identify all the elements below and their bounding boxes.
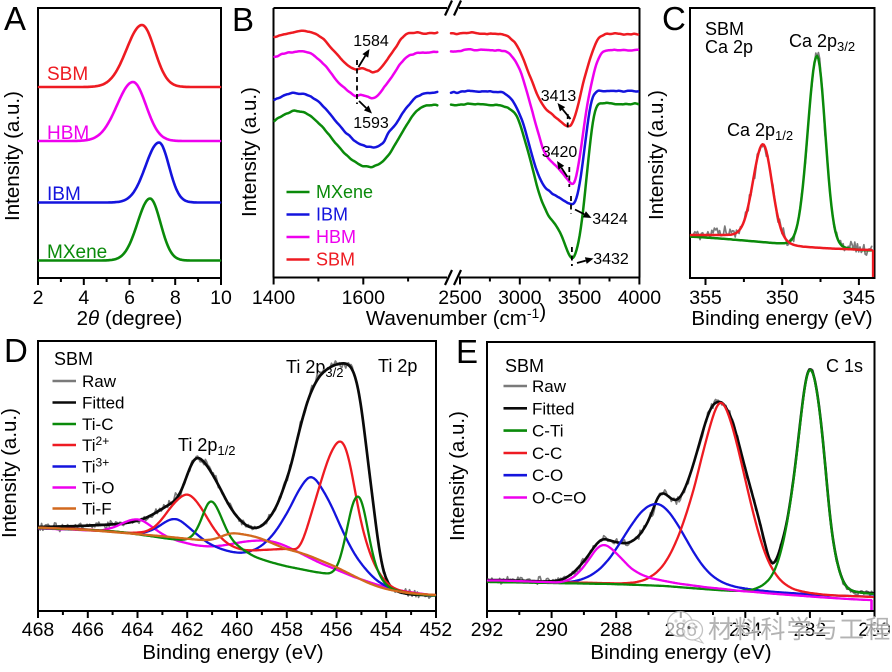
svg-text:IBM: IBM bbox=[316, 205, 348, 225]
svg-text:O-C=O: O-C=O bbox=[532, 489, 586, 508]
svg-text:SBM: SBM bbox=[505, 356, 544, 376]
svg-text:355: 355 bbox=[689, 287, 722, 309]
svg-text:1600: 1600 bbox=[342, 287, 386, 309]
svg-text:MXene: MXene bbox=[316, 182, 373, 202]
svg-text:D: D bbox=[4, 332, 28, 369]
svg-text:4: 4 bbox=[78, 287, 89, 309]
svg-text:288: 288 bbox=[600, 619, 633, 641]
svg-text:Binding energy (eV): Binding energy (eV) bbox=[142, 641, 323, 664]
svg-text:1400: 1400 bbox=[252, 287, 296, 309]
svg-text:464: 464 bbox=[121, 619, 154, 641]
svg-text:3420: 3420 bbox=[542, 144, 578, 161]
svg-text:Ca 2p: Ca 2p bbox=[705, 37, 753, 57]
svg-text:345: 345 bbox=[843, 287, 876, 309]
svg-text:3500: 3500 bbox=[558, 287, 602, 309]
svg-text:HBM: HBM bbox=[47, 123, 89, 144]
svg-text:Intensity (a.u.): Intensity (a.u.) bbox=[645, 90, 668, 220]
svg-text:292: 292 bbox=[471, 619, 504, 641]
svg-text:MXene: MXene bbox=[47, 242, 107, 263]
svg-text:280: 280 bbox=[858, 619, 891, 641]
svg-text:C-C: C-C bbox=[532, 444, 562, 463]
svg-text:290: 290 bbox=[535, 619, 568, 641]
svg-text:Raw: Raw bbox=[82, 372, 117, 391]
svg-text:Binding energy (eV): Binding energy (eV) bbox=[590, 641, 771, 664]
svg-text:2500: 2500 bbox=[438, 287, 482, 309]
svg-text:SBM: SBM bbox=[47, 64, 88, 85]
svg-text:3413: 3413 bbox=[541, 88, 577, 105]
svg-text:460: 460 bbox=[221, 619, 254, 641]
svg-text:Binding energy (eV): Binding energy (eV) bbox=[691, 307, 872, 330]
svg-text:1584: 1584 bbox=[353, 33, 389, 50]
svg-text:E: E bbox=[456, 333, 478, 370]
svg-text:2θ (degree): 2θ (degree) bbox=[77, 307, 183, 330]
svg-text:Raw: Raw bbox=[532, 377, 567, 396]
svg-text:Intensity (a.u.): Intensity (a.u.) bbox=[0, 408, 21, 538]
svg-text:454: 454 bbox=[370, 619, 403, 641]
svg-text:C-O: C-O bbox=[532, 466, 563, 485]
svg-text:462: 462 bbox=[171, 619, 204, 641]
svg-text:Ti 2p: Ti 2p bbox=[378, 356, 417, 376]
svg-text:材料科学与工程: 材料科学与工程 bbox=[708, 616, 891, 644]
svg-text:3000: 3000 bbox=[498, 287, 542, 309]
svg-text:4000: 4000 bbox=[618, 287, 662, 309]
svg-text:3432: 3432 bbox=[593, 251, 629, 268]
svg-text:1593: 1593 bbox=[353, 115, 389, 132]
svg-text:IBM: IBM bbox=[47, 184, 81, 205]
svg-text:Ti3+: Ti3+ bbox=[82, 456, 109, 477]
svg-text:468: 468 bbox=[22, 619, 55, 641]
svg-text:C: C bbox=[662, 0, 686, 37]
svg-text:282: 282 bbox=[794, 619, 827, 641]
svg-text:SBM: SBM bbox=[705, 19, 744, 39]
svg-text:452: 452 bbox=[420, 619, 453, 641]
svg-text:284: 284 bbox=[729, 619, 762, 641]
svg-text:HBM: HBM bbox=[316, 227, 356, 247]
svg-text:SBM: SBM bbox=[54, 349, 93, 369]
svg-text:A: A bbox=[4, 0, 26, 37]
svg-text:456: 456 bbox=[320, 619, 353, 641]
svg-text:Fitted: Fitted bbox=[82, 394, 125, 413]
svg-text:Intensity (a.u.): Intensity (a.u.) bbox=[446, 411, 469, 541]
svg-text:8: 8 bbox=[170, 287, 181, 309]
svg-text:SBM: SBM bbox=[316, 250, 355, 270]
svg-text:Ti-F: Ti-F bbox=[82, 500, 112, 519]
svg-text:350: 350 bbox=[766, 287, 799, 309]
svg-text:Ti-O: Ti-O bbox=[82, 479, 114, 498]
svg-text:10: 10 bbox=[210, 287, 232, 309]
svg-text:3424: 3424 bbox=[592, 211, 628, 228]
svg-text:Ti-C: Ti-C bbox=[82, 415, 113, 434]
svg-text:B: B bbox=[232, 1, 254, 38]
svg-text:Intensity (a.u.): Intensity (a.u.) bbox=[238, 87, 261, 217]
svg-text:C 1s: C 1s bbox=[826, 356, 863, 376]
svg-text:Fitted: Fitted bbox=[532, 399, 575, 418]
svg-text:466: 466 bbox=[71, 619, 104, 641]
svg-text:458: 458 bbox=[270, 619, 303, 641]
svg-text:2: 2 bbox=[33, 287, 44, 309]
svg-text:C-Ti: C-Ti bbox=[532, 422, 563, 441]
svg-text:6: 6 bbox=[124, 287, 135, 309]
svg-text:Intensity (a.u.): Intensity (a.u.) bbox=[1, 91, 24, 221]
